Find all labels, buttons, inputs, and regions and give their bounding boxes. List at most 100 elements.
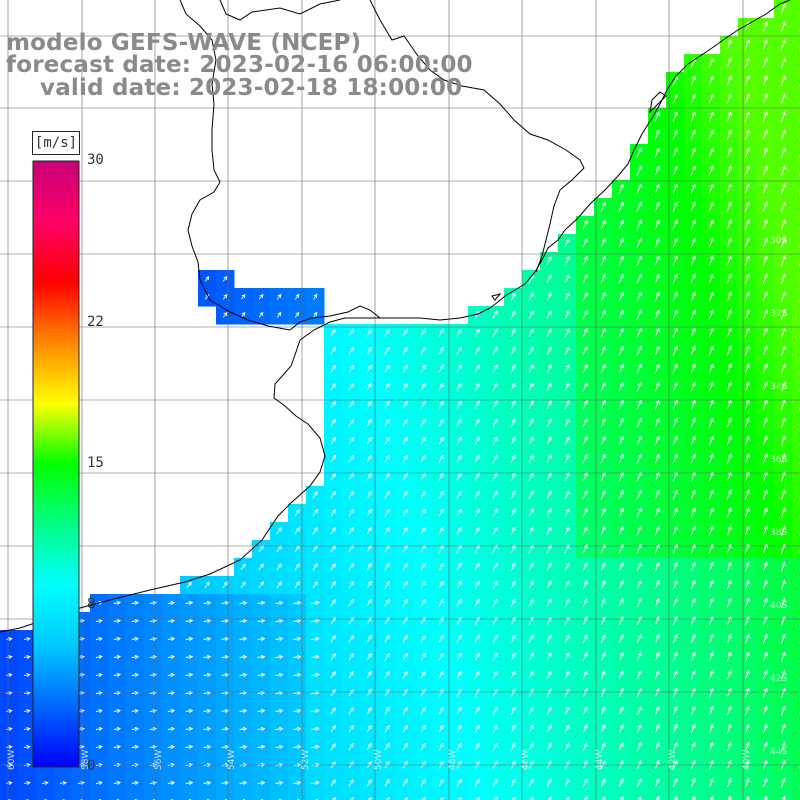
wind-arrow <box>275 618 284 623</box>
longitude-label: 56W <box>154 750 164 770</box>
wind-arrow <box>762 21 768 33</box>
wind-cell <box>756 792 775 800</box>
wind-arrow <box>564 778 570 788</box>
wind-arrow <box>690 129 696 140</box>
wind-arrow <box>528 616 534 626</box>
wind-cell <box>792 648 800 667</box>
wind-arrow <box>636 634 642 644</box>
wind-arrow <box>600 363 606 374</box>
wind-arrow <box>384 400 390 409</box>
wind-cell <box>90 792 109 800</box>
wind-cell <box>270 792 289 800</box>
wind-arrow <box>510 706 516 715</box>
wind-arrow <box>780 327 786 339</box>
wind-arrow <box>690 741 696 752</box>
wind-arrow <box>492 598 498 607</box>
wind-arrow <box>600 489 606 500</box>
wind-arrow <box>528 544 534 554</box>
wind-arrow <box>167 654 176 659</box>
wind-arrow <box>528 310 534 320</box>
wind-arrow <box>348 418 354 427</box>
wind-arrow <box>239 600 248 605</box>
wind-arrow <box>762 453 768 464</box>
wind-arrow <box>131 600 140 605</box>
wind-arrow <box>726 381 732 392</box>
wind-arrow <box>654 345 660 356</box>
wind-arrow <box>510 598 516 607</box>
wind-arrow <box>564 382 570 392</box>
wind-arrow <box>618 634 624 644</box>
wind-arrow <box>762 147 768 159</box>
wind-arrow <box>203 618 212 623</box>
wind-arrow <box>420 706 426 715</box>
wind-arrow <box>366 580 372 589</box>
wind-arrow <box>222 311 228 318</box>
wind-arrow <box>654 435 660 446</box>
wind-arrow <box>618 724 624 734</box>
wind-arrow <box>744 219 750 231</box>
wind-arrow <box>654 633 660 644</box>
wind-arrow <box>528 382 534 392</box>
wind-arrow <box>492 616 498 625</box>
wind-arrow <box>546 670 552 680</box>
wind-arrow <box>402 742 408 751</box>
wind-arrow <box>546 634 552 644</box>
wind-arrow <box>474 778 480 787</box>
wind-arrow <box>654 147 660 158</box>
wind-arrow <box>654 489 660 500</box>
wind-cell <box>288 792 307 800</box>
wind-arrow <box>582 363 588 374</box>
longitude-label: 50W <box>374 750 384 770</box>
wind-arrow <box>636 363 642 374</box>
wind-arrow <box>276 311 282 318</box>
wind-arrow <box>636 237 642 248</box>
title-forecast-date: forecast date: 2023-02-16 06:00:00 <box>6 52 473 78</box>
wind-arrow <box>95 654 103 660</box>
wind-arrow <box>600 670 606 680</box>
wind-arrow <box>275 636 284 641</box>
colorbar-tick-label: 30 <box>87 152 104 168</box>
wind-arrow <box>726 669 732 680</box>
wind-arrow <box>726 165 732 177</box>
longitude-label: 42W <box>668 750 678 770</box>
wind-arrow <box>438 508 444 517</box>
wind-arrow <box>690 453 696 464</box>
wind-arrow <box>438 346 444 355</box>
wind-arrow <box>690 183 696 194</box>
wind-cell <box>0 792 19 800</box>
wind-arrow <box>113 672 122 678</box>
wind-arrow <box>654 255 660 266</box>
wind-arrow <box>438 544 444 553</box>
wind-arrow <box>636 489 642 500</box>
wind-arrow <box>113 618 122 624</box>
wind-arrow <box>690 165 696 176</box>
wind-arrow <box>276 527 282 535</box>
wind-arrow <box>672 129 678 140</box>
wind-arrow <box>330 328 336 337</box>
wind-arrow <box>708 345 714 356</box>
wind-arrow <box>510 328 516 338</box>
wind-arrow <box>780 381 786 393</box>
wind-arrow <box>744 669 750 680</box>
wind-arrow <box>420 580 426 589</box>
wind-arrow <box>726 147 732 159</box>
wind-arrow <box>600 399 606 410</box>
wind-arrow <box>672 345 678 356</box>
wind-arrow <box>510 436 516 446</box>
wind-cell <box>306 792 325 800</box>
wind-arrow <box>275 726 284 731</box>
wind-arrow <box>564 670 570 680</box>
wind-arrow <box>528 508 534 518</box>
wind-arrow <box>762 381 768 393</box>
wind-arrow <box>348 671 354 679</box>
wind-cell <box>792 594 800 613</box>
wind-arrow <box>780 39 786 51</box>
wind-arrow <box>618 255 624 266</box>
wind-arrow <box>636 435 642 446</box>
wind-arrow <box>275 708 284 713</box>
wind-arrow <box>600 453 606 464</box>
wind-arrow <box>690 219 696 230</box>
wind-arrow <box>528 652 534 662</box>
wind-arrow <box>384 526 390 535</box>
wind-arrow <box>762 327 768 339</box>
